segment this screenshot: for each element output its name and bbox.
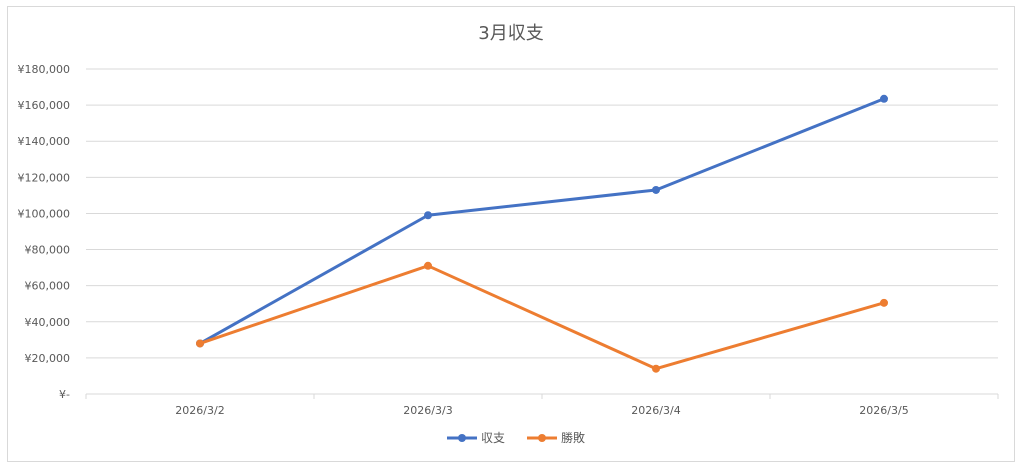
x-tick-label: 2026/3/2 <box>175 404 224 417</box>
x-tick-label: 2026/3/4 <box>631 404 680 417</box>
x-tick-label: 2026/3/5 <box>859 404 908 417</box>
data-point <box>424 211 432 220</box>
legend-swatch-marker <box>538 434 546 442</box>
axes <box>85 393 999 399</box>
legend-label: 収支 <box>481 431 505 445</box>
legend-item: 収支 <box>447 431 505 445</box>
legend: 収支 勝敗 <box>447 430 585 445</box>
series-lines <box>196 94 888 373</box>
y-tick-label: ¥120,000 <box>18 171 71 184</box>
series-line <box>198 264 886 371</box>
y-tick-labels: ¥- ¥20,000 ¥40,000 ¥60,000 ¥80,000 ¥100,000 ¥1… <box>18 63 71 401</box>
data-point <box>652 185 660 194</box>
legend-swatch-marker <box>458 434 466 442</box>
series-line <box>198 97 886 345</box>
y-tick-label: ¥80,000 <box>25 244 71 257</box>
chart-title: 3月収支 <box>478 23 543 44</box>
data-point <box>652 364 660 373</box>
y-tick-label: ¥- <box>59 388 70 401</box>
data-point <box>424 261 432 270</box>
x-tick-labels: 2026/3/2 2026/3/3 2026/3/4 2026/3/5 <box>175 404 908 417</box>
data-point <box>880 94 888 103</box>
y-tick-label: ¥100,000 <box>18 207 71 220</box>
data-point <box>880 298 888 307</box>
legend-item: 勝敗 <box>527 430 585 445</box>
series-2 <box>196 261 888 373</box>
data-point <box>196 339 204 348</box>
gridlines <box>86 68 998 359</box>
y-tick-label: ¥40,000 <box>25 316 71 329</box>
legend-label: 勝敗 <box>561 430 585 445</box>
y-tick-label: ¥20,000 <box>25 352 71 365</box>
y-tick-label: ¥60,000 <box>25 280 71 293</box>
x-tick-label: 2026/3/3 <box>403 404 452 417</box>
y-tick-label: ¥140,000 <box>18 135 71 148</box>
y-tick-label: ¥160,000 <box>18 99 71 112</box>
y-tick-label: ¥180,000 <box>18 63 71 76</box>
chart-frame <box>7 6 1015 462</box>
